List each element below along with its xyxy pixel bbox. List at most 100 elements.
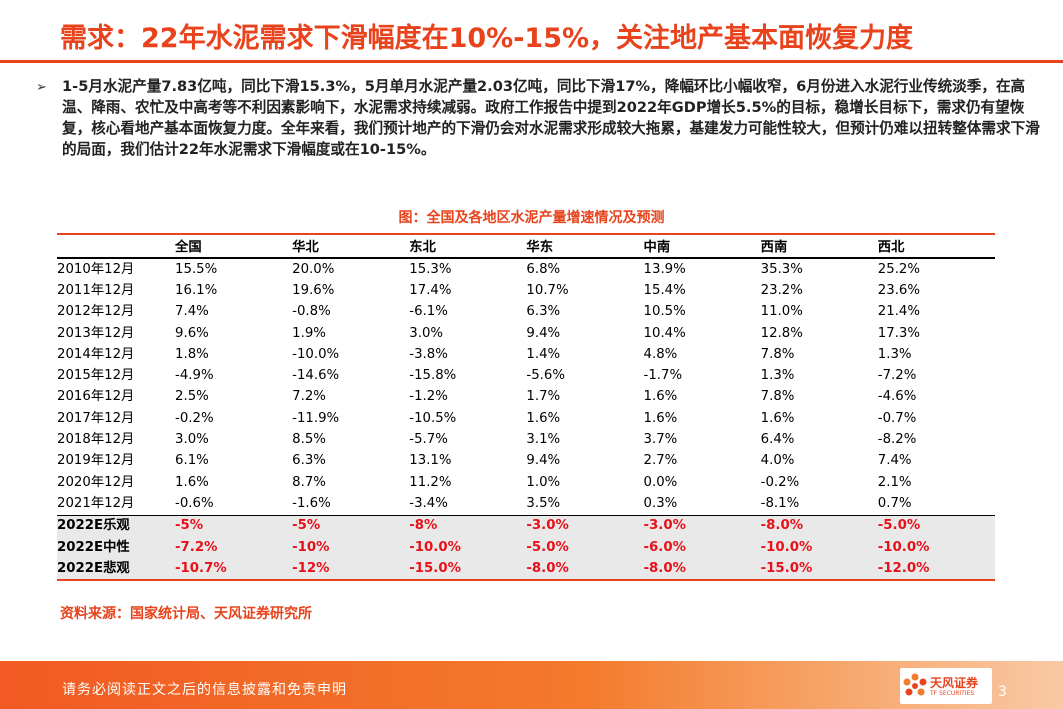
source-note: 资料来源：国家统计局、天风证券研究所 <box>60 606 312 622</box>
row-label: 2010年12月 <box>57 261 135 277</box>
row-label: 2014年12月 <box>57 346 135 362</box>
row-label: 2017年12月 <box>57 410 135 426</box>
table-cell: -0.6% <box>175 495 214 511</box>
table-cell: 1.0% <box>526 474 561 490</box>
forecast-row: 2022E乐观 -5% -5% -8% -3.0% -3.0% -8.0% -5.0% <box>57 514 995 537</box>
row-label: 2020年12月 <box>57 474 135 490</box>
table-cell: -3.4% <box>409 495 448 511</box>
page-number: 3 <box>998 684 1007 700</box>
table-cell: 1.6% <box>643 410 678 426</box>
table-cell: 1.6% <box>760 410 795 426</box>
table-cell: 4.0% <box>760 453 795 469</box>
table-header-cell: 东北 <box>409 233 527 259</box>
table-cell: 4.8% <box>643 346 678 362</box>
row-label: 2019年12月 <box>57 453 135 469</box>
table-header-cell: 西南 <box>760 233 878 259</box>
row-label: 2015年12月 <box>57 368 135 384</box>
table-cell: -1.6% <box>292 495 331 511</box>
table-row: 2014年12月 1.8% -10.0% -3.8% 1.4% 4.8% 7.8% 1.3% <box>57 344 995 365</box>
table-cell: 17.4% <box>409 282 452 298</box>
table-header-cell: 华北 <box>292 233 410 259</box>
table-cell: -10.0% <box>292 346 340 362</box>
table-header-cell: 华东 <box>526 233 644 259</box>
table-cell: -4.6% <box>877 389 917 405</box>
table-cell: 11.2% <box>409 474 452 490</box>
title-rule <box>0 60 1063 63</box>
table-cell: 3.0% <box>409 325 444 341</box>
table-cell: 16.1% <box>175 282 218 298</box>
table-header-cell: 中南 <box>643 233 761 259</box>
table-cell: 6.3% <box>292 453 326 469</box>
table-cell: -12.0% <box>877 558 995 582</box>
table-cell: 3.7% <box>643 432 678 448</box>
table-cell: 1.3% <box>877 346 912 362</box>
table-cell: 15.3% <box>409 261 452 277</box>
table-cell: 1.7% <box>526 389 561 405</box>
table-cell: 23.2% <box>760 282 803 298</box>
table-cell: -3.0% <box>526 514 644 537</box>
table-cell: 23.6% <box>877 282 921 298</box>
table-cell: -5.0% <box>526 536 644 559</box>
table-cell: 1.9% <box>292 325 326 341</box>
bullet-paragraph: 1-5月水泥产量7.83亿吨，同比下滑15.3%，5月单月水泥产量2.03亿吨，… <box>62 78 1040 158</box>
table-cell: -11.9% <box>292 410 340 426</box>
table-cell: -15.0% <box>409 558 527 582</box>
table-cell: 35.3% <box>760 261 803 277</box>
table-cell: 1.8% <box>175 346 209 362</box>
table-cell: -0.7% <box>877 410 917 426</box>
table-header-row: 全国 华北 东北 华东 中南 西南 西北 <box>57 233 995 259</box>
table-cell: 6.1% <box>175 453 209 469</box>
table-cell: -0.2% <box>175 410 214 426</box>
table-cell: -10.0% <box>760 536 878 559</box>
table-row: 2021年12月 -0.6% -1.6% -3.4% 3.5% 0.3% -8.1% 0.7% <box>57 493 995 515</box>
table-cell: 13.1% <box>409 453 452 469</box>
footer-bar <box>0 661 1063 709</box>
table-cell: 1.6% <box>643 389 678 405</box>
cement-growth-table: 全国 华北 东北 华东 中南 西南 西北 2010年12月 15.5% 20.0% 1… <box>57 233 995 582</box>
table-cell: 2.7% <box>643 453 678 469</box>
table-cell: -5.0% <box>877 514 995 537</box>
row-label: 2011年12月 <box>57 282 135 298</box>
table-cell: -1.7% <box>643 368 683 384</box>
table-cell: 20.0% <box>292 261 335 277</box>
row-label: 2013年12月 <box>57 325 135 341</box>
table-cell: 15.4% <box>643 282 686 298</box>
table-cell: -3.8% <box>409 346 448 362</box>
row-label: 2018年12月 <box>57 432 135 448</box>
table-cell: 6.8% <box>526 261 561 277</box>
table-header-cell <box>57 233 176 259</box>
table-cell: 7.4% <box>175 304 209 320</box>
table-cell: -10.5% <box>409 410 457 426</box>
table-cell: 9.6% <box>175 325 209 341</box>
row-label: 2012年12月 <box>57 304 135 320</box>
table-cell: -10.0% <box>877 536 995 559</box>
table-header-cell: 全国 <box>175 233 293 259</box>
table-cell: 0.0% <box>643 474 678 490</box>
footer-disclaimer: 请务必阅读正文之后的信息披露和免责申明 <box>62 682 347 698</box>
table-cell: -3.0% <box>643 514 761 537</box>
flower-logo-icon <box>903 673 927 696</box>
page-title: 需求：22年水泥需求下滑幅度在10%-15%，关注地产基本面恢复力度 <box>60 23 914 54</box>
bullet-arrow-icon: ➢ <box>36 80 47 95</box>
table-row: 2011年12月 16.1% 19.6% 17.4% 10.7% 15.4% 23.2% 23… <box>57 280 995 301</box>
table-cell: 9.4% <box>526 325 561 341</box>
table-cell: 7.2% <box>292 389 326 405</box>
table-cell: 1.6% <box>526 410 561 426</box>
table-row: 2016年12月 2.5% 7.2% -1.2% 1.7% 1.6% 7.8% -4.6% <box>57 387 995 408</box>
table-cell: 3.1% <box>526 432 561 448</box>
table-cell: -5.7% <box>409 432 448 448</box>
table-cell: -8% <box>409 514 527 537</box>
table-cell: -8.2% <box>877 432 917 448</box>
table-cell: -8.0% <box>643 558 761 582</box>
table-cell: -14.6% <box>292 368 340 384</box>
table-cell: -5% <box>175 514 293 537</box>
table-row: 2019年12月 6.1% 6.3% 13.1% 9.4% 2.7% 4.0% 7.4% <box>57 451 995 472</box>
table-cell: -8.0% <box>526 558 644 582</box>
row-label: 2016年12月 <box>57 389 135 405</box>
table-cell: 8.7% <box>292 474 326 490</box>
table-cell: 13.9% <box>643 261 686 277</box>
table-cell: 10.5% <box>643 304 686 320</box>
table-cell: 6.4% <box>760 432 795 448</box>
table-cell: 3.0% <box>175 432 209 448</box>
table-cell: -5.6% <box>526 368 565 384</box>
